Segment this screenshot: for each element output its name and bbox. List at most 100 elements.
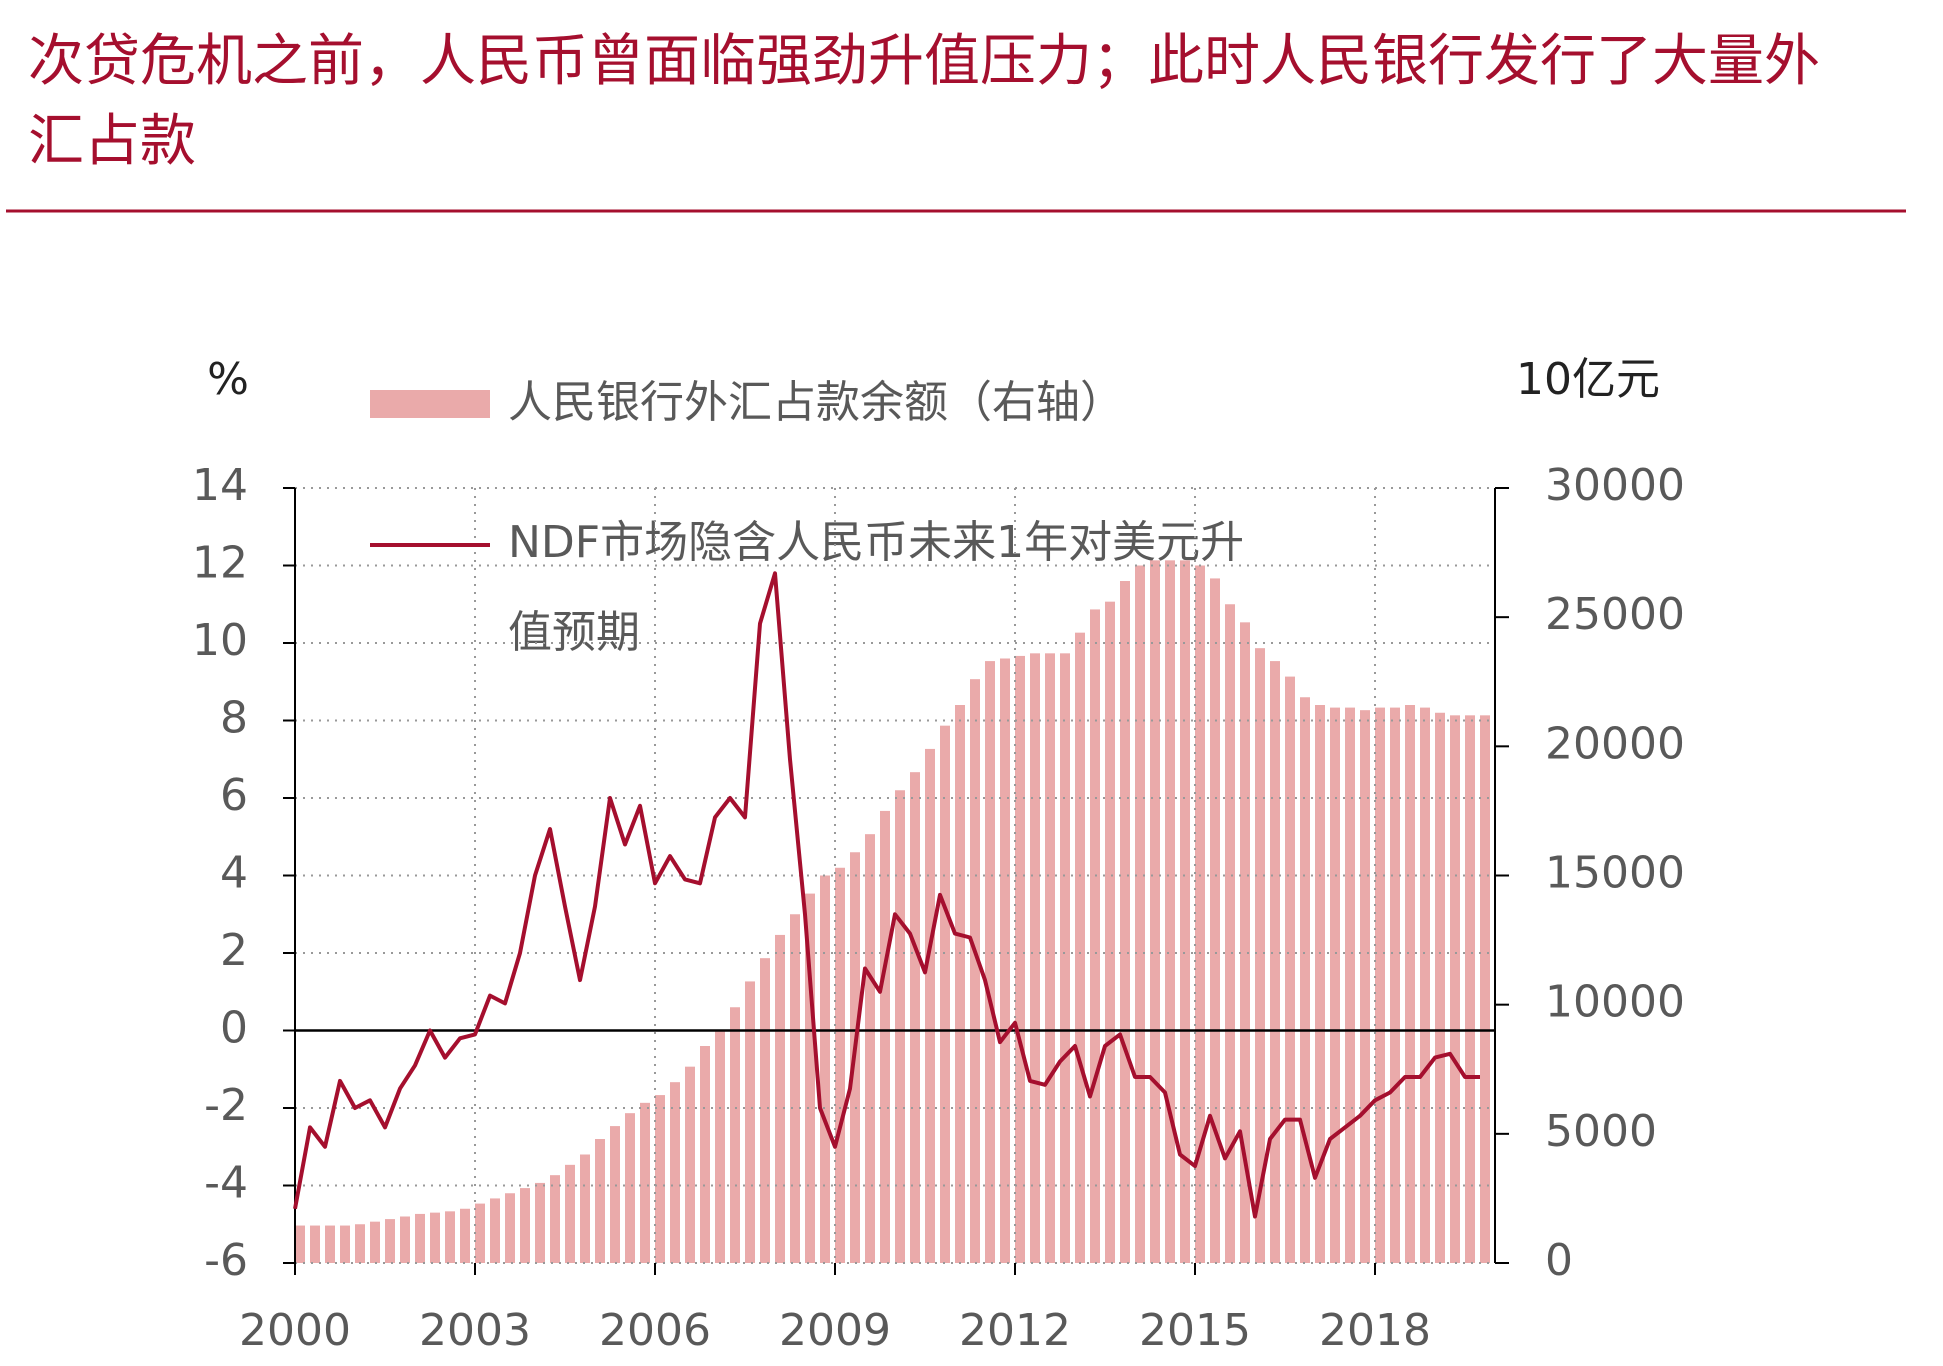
bar (775, 934, 785, 1263)
y-tick-label: 6 (220, 770, 248, 821)
bar (1300, 697, 1310, 1263)
bar (460, 1208, 470, 1263)
chart-title: 次贷危机之前，人民币曾面临强劲升值压力；此时人民银行发行了大量外汇占款 (28, 29, 1820, 174)
bar (430, 1212, 440, 1263)
y2-axis-label: 10亿元 (1516, 354, 1660, 405)
bar (895, 790, 905, 1263)
bar (1090, 609, 1100, 1263)
bar (370, 1221, 380, 1263)
bar (1015, 655, 1025, 1263)
bar (1330, 707, 1340, 1263)
bar (655, 1095, 665, 1263)
bar (1345, 707, 1355, 1263)
y-tick-label: 2 (220, 925, 248, 976)
y-tick-label: -6 (204, 1235, 248, 1286)
bar (385, 1219, 395, 1263)
x-tick-label: 2000 (239, 1305, 351, 1356)
bar (790, 914, 800, 1263)
bars (295, 560, 1490, 1263)
bar (295, 1225, 305, 1263)
bar (1405, 705, 1415, 1263)
bar (565, 1164, 575, 1263)
y-tick-label: 4 (220, 848, 248, 899)
bar (880, 810, 890, 1263)
bar (610, 1126, 620, 1263)
bar (1255, 648, 1265, 1263)
bar (1435, 712, 1445, 1263)
x-tick-label: 2003 (419, 1305, 531, 1356)
x-tick-label: 2012 (959, 1305, 1071, 1356)
bar (1240, 622, 1250, 1263)
x-tick-label: 2006 (599, 1305, 711, 1356)
bar (490, 1198, 500, 1263)
y-tick-label: 0 (220, 1003, 248, 1054)
bar (520, 1188, 530, 1263)
bar (535, 1182, 545, 1263)
bar (985, 661, 995, 1263)
y-tick-label: -4 (204, 1158, 248, 1209)
bar (1450, 715, 1460, 1263)
y2-tick-label: 0 (1545, 1235, 1573, 1286)
y2-tick-label: 25000 (1545, 589, 1685, 640)
bar (1375, 707, 1385, 1263)
y-tick-label: -2 (204, 1080, 248, 1131)
bar (835, 867, 845, 1263)
bar (1165, 560, 1175, 1263)
bar (1210, 578, 1220, 1263)
bar (310, 1225, 320, 1263)
x-tick-label: 2009 (779, 1305, 891, 1356)
bar (940, 725, 950, 1263)
bar (400, 1216, 410, 1263)
bar (595, 1139, 605, 1263)
bar (445, 1211, 455, 1263)
y2-tick-label: 20000 (1545, 718, 1685, 769)
y2-tick-label: 15000 (1545, 848, 1685, 899)
bar (670, 1082, 680, 1263)
y-tick-label: 12 (192, 538, 248, 589)
y2-tick-label: 10000 (1545, 977, 1685, 1028)
bar (1195, 565, 1205, 1263)
bar (1000, 658, 1010, 1263)
bar (1180, 560, 1190, 1263)
bar (1225, 604, 1235, 1263)
bar (1030, 653, 1040, 1263)
bar (1075, 632, 1085, 1263)
y2-tick-label: 5000 (1545, 1106, 1657, 1157)
bar (340, 1225, 350, 1263)
bar (415, 1213, 425, 1263)
bar (1120, 581, 1130, 1263)
bar (1285, 676, 1295, 1263)
legend-label: NDF市场隐含人民币未来1年对美元升值预期 (508, 517, 1245, 658)
bar (1045, 653, 1055, 1263)
bar (910, 772, 920, 1263)
y-tick-label: 8 (220, 693, 248, 744)
bar (805, 893, 815, 1263)
bar (715, 1030, 725, 1263)
bar (700, 1046, 710, 1263)
bar (475, 1203, 485, 1263)
bar (745, 981, 755, 1263)
bar (355, 1224, 365, 1263)
legend-swatch (370, 390, 490, 418)
bar (1360, 710, 1370, 1263)
line (293, 571, 1480, 1219)
bar (760, 958, 770, 1263)
x-tick-label: 2015 (1139, 1305, 1251, 1356)
bar (1420, 707, 1430, 1263)
bar (1480, 715, 1490, 1263)
grid (295, 487, 1495, 1264)
y2-tick-label: 30000 (1545, 460, 1685, 511)
bar (970, 679, 980, 1263)
bar (925, 748, 935, 1263)
bar (1315, 705, 1325, 1263)
bar (580, 1154, 590, 1263)
bar (685, 1066, 695, 1263)
bar (1150, 560, 1160, 1263)
bar (1105, 601, 1115, 1263)
bar (505, 1193, 515, 1263)
y-tick-label: 14 (192, 460, 248, 511)
bar (820, 875, 830, 1263)
bar (955, 705, 965, 1263)
